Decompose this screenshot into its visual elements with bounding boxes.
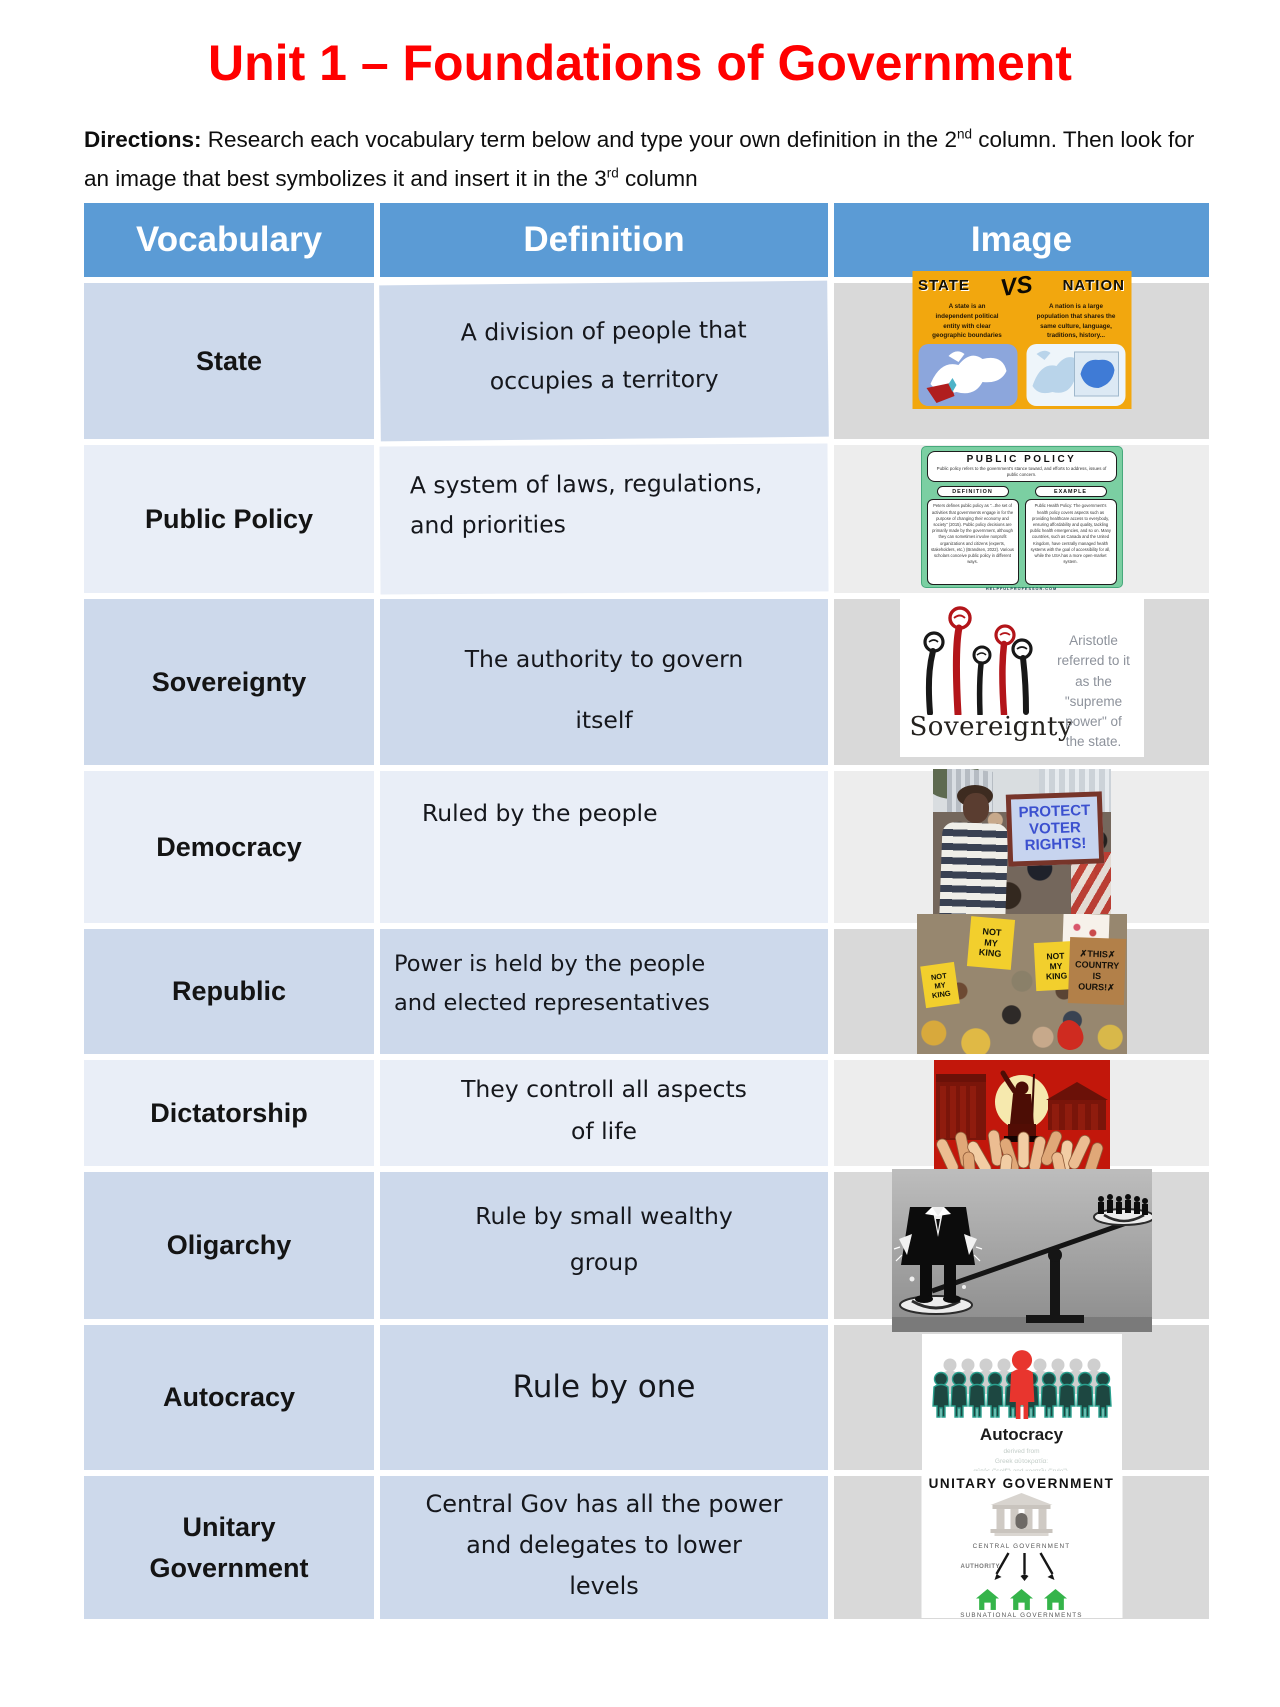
definition-cell-state: A division of people that occupies a ter… [379,280,829,442]
oligarchy-seesaw-image [891,1169,1155,1332]
definition-box: Peters defines public policy as "...the … [926,499,1019,586]
vocab-cell-dictatorship: Dictatorship [84,1060,374,1166]
vocab-cell-republic: Republic [84,929,374,1054]
central-government-building-icon [990,1493,1053,1536]
balloon-shape [1054,1017,1085,1053]
public-policy-infographic-image: PUBLIC POLICY Public policy refers to th… [920,446,1123,592]
raised-fists-icon [922,606,1033,718]
image-cell-republic: NOT MY KING NOT MY KING NOT MY KING ✗THI… [834,914,1209,1054]
vocabulary-table: Vocabulary Definition Image State A divi… [84,203,1209,1619]
vocab-cell-public-policy: Public Policy [84,445,374,593]
image-cell-sovereignty: Sovereignty Aristotle referred to it as … [834,597,1209,765]
state-heading: STATE [918,277,970,294]
house-icon [1010,1589,1033,1610]
rich-man-balance-illustration [891,1169,1155,1332]
crowd-with-leader-icon [928,1344,1116,1422]
definition-cell-autocracy: Rule by one [380,1325,828,1470]
directions-paragraph: Directions: Research each vocabulary ter… [84,126,1195,192]
unitary-heading: UNITARY GOVERNMENT [928,1476,1115,1491]
source-footer: HELPFULPROFESSOR.COM [985,587,1058,592]
dictatorship-propaganda-image [933,1060,1110,1189]
autocracy-diagram-image: Autocracy derived from Greek αὐτοκρατία:… [921,1334,1122,1482]
vocab-cell-democracy: Democracy [84,771,374,923]
public-policy-subtitle: Public policy refers to the government's… [936,466,1107,478]
state-vs-nation-image: STATE VS NATION A state is an independen… [912,271,1131,409]
image-cell-democracy: PROTECT VOTER RIGHTS! [834,769,1209,923]
page-title: Unit 1 – Foundations of Government [208,35,1072,91]
house-icon [1044,1589,1067,1610]
this-country-is-ours-sign: ✗THIS✗ COUNTRY IS OURS!✗ [1067,937,1126,1005]
vs-text: VS [998,270,1034,303]
directions-label: Directions: [84,127,202,152]
democracy-protest-photo: PROTECT VOTER RIGHTS! [932,769,1111,914]
vocab-cell-autocracy: Autocracy [84,1325,374,1470]
republic-protest-photo: NOT MY KING NOT MY KING NOT MY KING ✗THI… [916,914,1127,1054]
svg-text:AUTHORITY: AUTHORITY [961,1564,1001,1570]
nation-caption: A nation is a large population that shar… [1036,303,1116,340]
public-policy-title: PUBLIC POLICY [966,454,1077,465]
dictator-illustration [933,1060,1110,1189]
definition-cell-dictatorship: They controll all aspects of life [380,1060,828,1166]
definition-cell-sovereignty: The authority to govern itself [380,599,828,765]
protect-voter-rights-sign: PROTECT VOTER RIGHTS! [1005,791,1104,867]
vocab-cell-oligarchy: Oligarchy [84,1172,374,1319]
person-shape [938,821,1009,914]
image-cell-unitary-government: UNITARY GOVERNMENT CENTRAL GOVERNMENT AU… [834,1471,1209,1619]
definition-cell-republic: Power is held by the people and elected … [380,929,828,1054]
header-definition: Definition [380,203,828,277]
definition-cell-public-policy: A system of laws, regulations, and prior… [379,443,829,595]
vocab-cell-unitary-government: Unitary Government [84,1476,374,1619]
nation-map-icon [1026,344,1125,406]
person-shape [962,793,989,823]
authority-arrows-icon: AUTHORITY [961,1552,1055,1581]
definition-cell-unitary-government: Central Gov has all the power and delega… [380,1476,828,1619]
definition-pill: DEFINITION [936,486,1009,498]
nation-heading: NATION [1062,277,1125,294]
state-map-icon [918,344,1017,406]
aristotle-quote: Aristotle referred to it as the "supreme… [1057,633,1130,750]
image-cell-oligarchy [834,1169,1209,1332]
autocracy-caption: Autocracy [979,1425,1064,1444]
vocab-cell-state: State [84,283,374,439]
definition-cell-oligarchy: Rule by small wealthy group [380,1172,828,1319]
image-cell-autocracy: Autocracy derived from Greek αὐτοκρατία:… [834,1325,1209,1482]
vocab-cell-sovereignty: Sovereignty [84,599,374,765]
image-cell-public-policy: PUBLIC POLICY Public policy refers to th… [834,445,1209,593]
example-pill: EXAMPLE [1034,486,1107,498]
unitary-government-diagram-image: UNITARY GOVERNMENT CENTRAL GOVERNMENT AU… [921,1471,1122,1619]
definition-cell-democracy: Ruled by the people [380,771,828,923]
subnational-governments-label: SUBNATIONAL GOVERNMENTS [960,1612,1083,1619]
house-icon [976,1589,999,1610]
header-vocabulary: Vocabulary [84,203,374,277]
central-government-label: CENTRAL GOVERNMENT [972,1543,1071,1550]
not-my-king-sign: NOT MY KING [919,961,960,1009]
example-box: Public Health Policy: The government's h… [1024,499,1117,586]
image-cell-state: STATE VS NATION A state is an independen… [834,271,1209,439]
state-caption: A state is an independent political enti… [932,303,1002,340]
header-image: Image [834,203,1209,277]
sovereignty-word: Sovereignty [909,712,1074,742]
image-cell-dictatorship [834,1060,1209,1189]
not-my-king-sign: NOT MY KING [966,916,1015,970]
sovereignty-fists-image: Sovereignty Aristotle referred to it as … [899,597,1144,757]
